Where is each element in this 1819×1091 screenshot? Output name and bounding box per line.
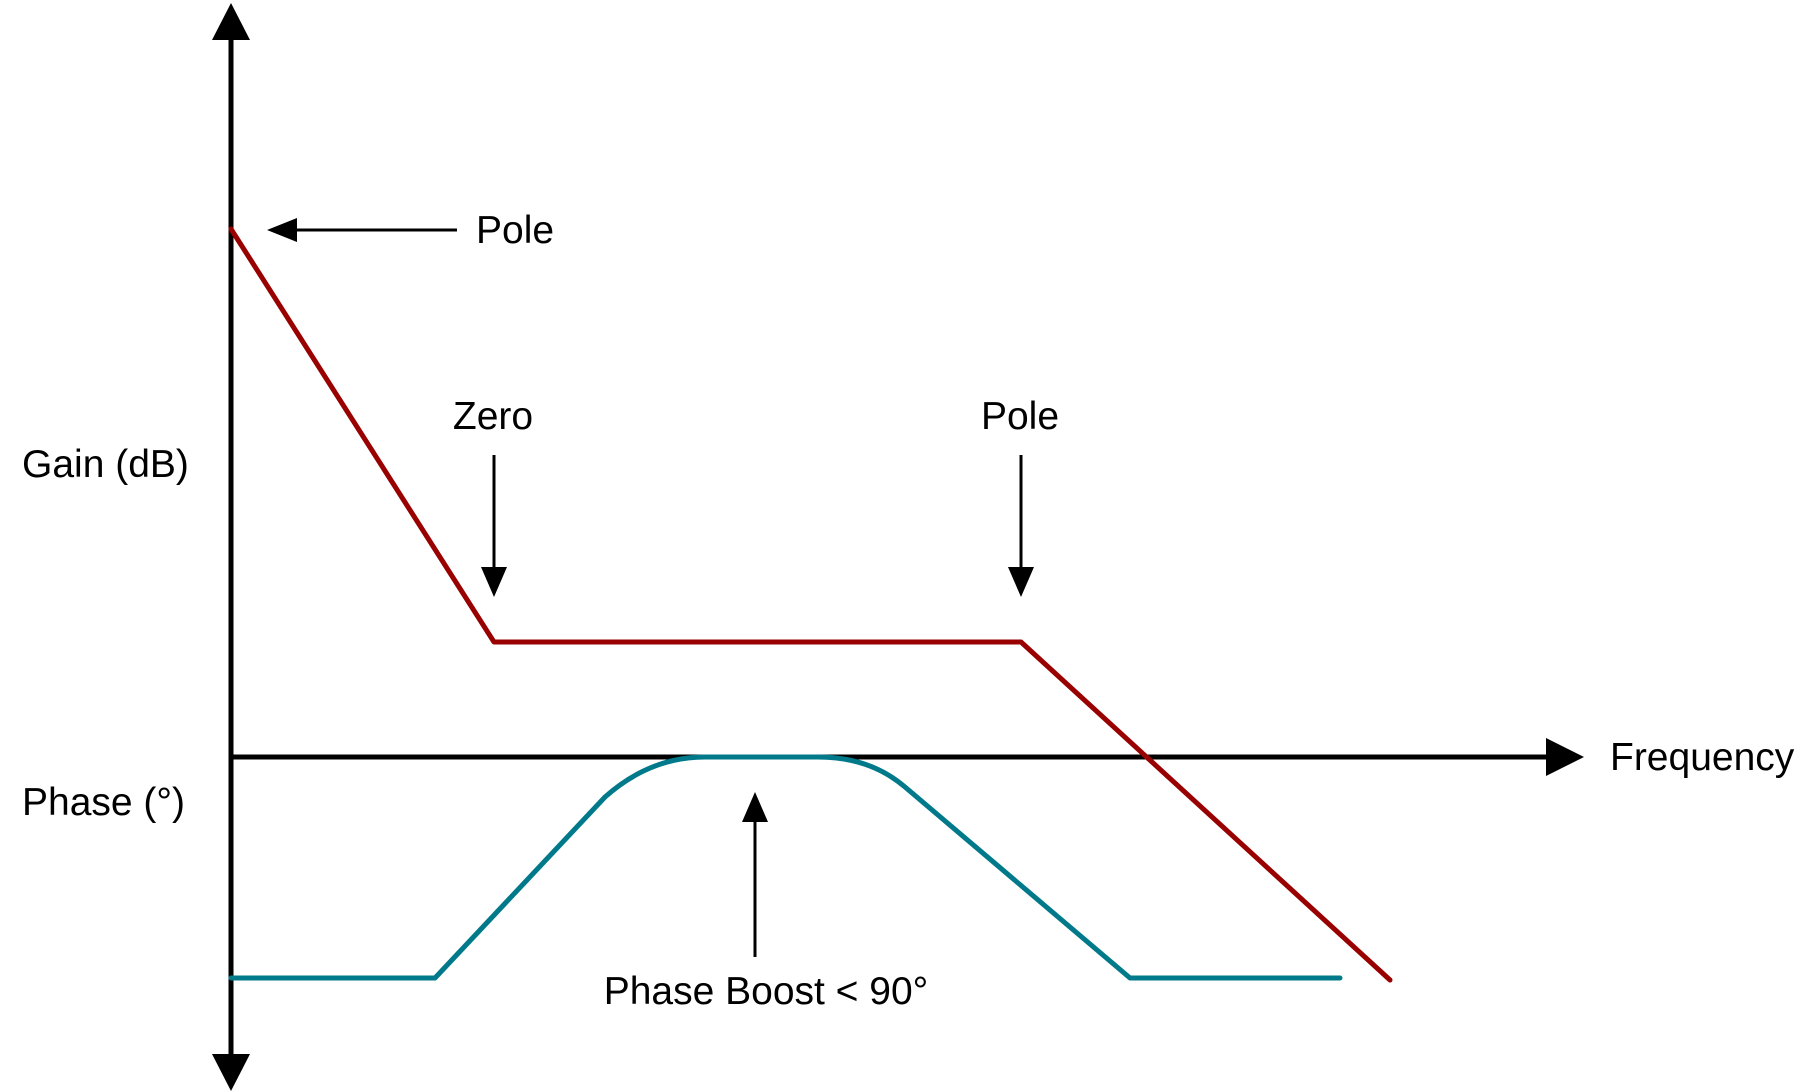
pole-mid-arrowhead [1008,567,1034,597]
vertical-axis-bottom-arrowhead [212,1054,250,1091]
pole-top-annotation: Pole [267,209,554,252]
pole-top-arrowhead [267,218,297,242]
phase-axis-label: Phase (°) [22,781,185,824]
pole-mid-annotation: Pole [981,395,1059,597]
phase-boost-annotation: Phase Boost < 90° [604,792,929,1013]
frequency-axis-label: Frequency [1610,736,1795,779]
pole-top-label: Pole [476,209,554,252]
zero-label: Zero [453,395,533,438]
vertical-axis-top-arrowhead [212,3,250,40]
gain-axis-label: Gain (dB) [22,443,189,486]
gain-curve [228,226,1393,983]
phase-curve [228,754,1343,981]
zero-annotation: Zero [453,395,533,597]
pole-mid-label: Pole [981,395,1059,438]
frequency-axis-arrowhead [1546,738,1584,776]
frequency-axis [231,738,1584,776]
phase-boost-arrowhead [742,792,768,822]
phase-boost-label: Phase Boost < 90° [604,970,929,1013]
vertical-axis [212,3,250,1091]
zero-arrowhead [481,567,507,597]
